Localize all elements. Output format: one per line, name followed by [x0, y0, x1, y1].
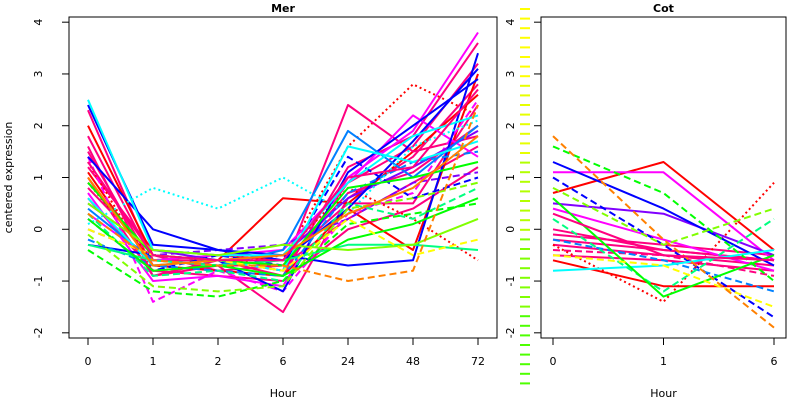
panel-title: Cot [653, 2, 674, 15]
x-tick-label: 0 [550, 355, 557, 368]
y-tick-label: 3 [504, 70, 517, 77]
series-line-32 [87, 181, 479, 293]
series-line-18 [552, 197, 775, 298]
y-tick-label: 0 [504, 226, 517, 233]
series-line-5 [552, 228, 775, 262]
y-tick-label: 1 [504, 174, 517, 181]
panel-title: Mer [271, 2, 295, 15]
y-tick-label: 0 [32, 226, 45, 233]
series-lines [87, 31, 479, 314]
y-tick-label: 1 [32, 174, 45, 181]
x-tick-label: 6 [771, 355, 778, 368]
x-tick-label: 0 [85, 355, 92, 368]
series-lines [552, 135, 775, 329]
series-line-21 [552, 135, 775, 329]
series-line-17 [552, 145, 775, 282]
x-tick-label: 1 [660, 355, 667, 368]
series-line-35 [87, 135, 479, 267]
series-line-36 [87, 88, 479, 262]
series-line-12 [552, 161, 775, 267]
series-line-8 [552, 182, 775, 303]
series-line-20 [552, 254, 775, 308]
y-tick-label: 4 [504, 19, 517, 26]
y-tick-label: -1 [504, 276, 517, 287]
series-line-31 [87, 202, 479, 257]
plot-frame [540, 16, 787, 339]
y-tick-label: -1 [32, 276, 45, 287]
series-line-22 [552, 212, 775, 262]
x-tick-label: 2 [215, 355, 222, 368]
y-tick-label: 2 [504, 122, 517, 129]
x-tick-label: 72 [471, 355, 485, 368]
series-line-16 [552, 218, 775, 293]
x-axis-label: Hour [650, 387, 677, 400]
x-tick-label: 1 [150, 355, 157, 368]
y-tick-label: 4 [32, 19, 45, 26]
y-axis-label: centered expression [2, 122, 15, 234]
series-line-34 [87, 104, 479, 282]
series-line-10 [552, 207, 775, 272]
x-tick-label: 6 [280, 355, 287, 368]
series-line-14 [552, 238, 775, 293]
x-axis-label: Hour [270, 387, 297, 400]
y-tick-label: 2 [32, 122, 45, 129]
y-tick-label: -2 [32, 327, 45, 338]
mer-panel: Mer 0 1 2 6 24 48 72 -2 -1 0 1 2 3 4 Hour centered expre… [2, 2, 498, 400]
series-line-19 [552, 187, 775, 246]
series-line-29 [87, 202, 479, 298]
x-tick-label: 24 [341, 355, 355, 368]
series-line-11 [552, 202, 775, 257]
y-tick-label: 3 [32, 70, 45, 77]
y-tick-label: -2 [504, 327, 517, 338]
legend-dash-strip [520, 8, 530, 385]
series-line-9 [553, 171, 775, 262]
series-line-28 [87, 197, 479, 277]
cot-panel: Cot 0 1 6 -2 -1 0 1 2 3 4 Hour [504, 2, 787, 400]
x-tick-label: 48 [406, 355, 420, 368]
